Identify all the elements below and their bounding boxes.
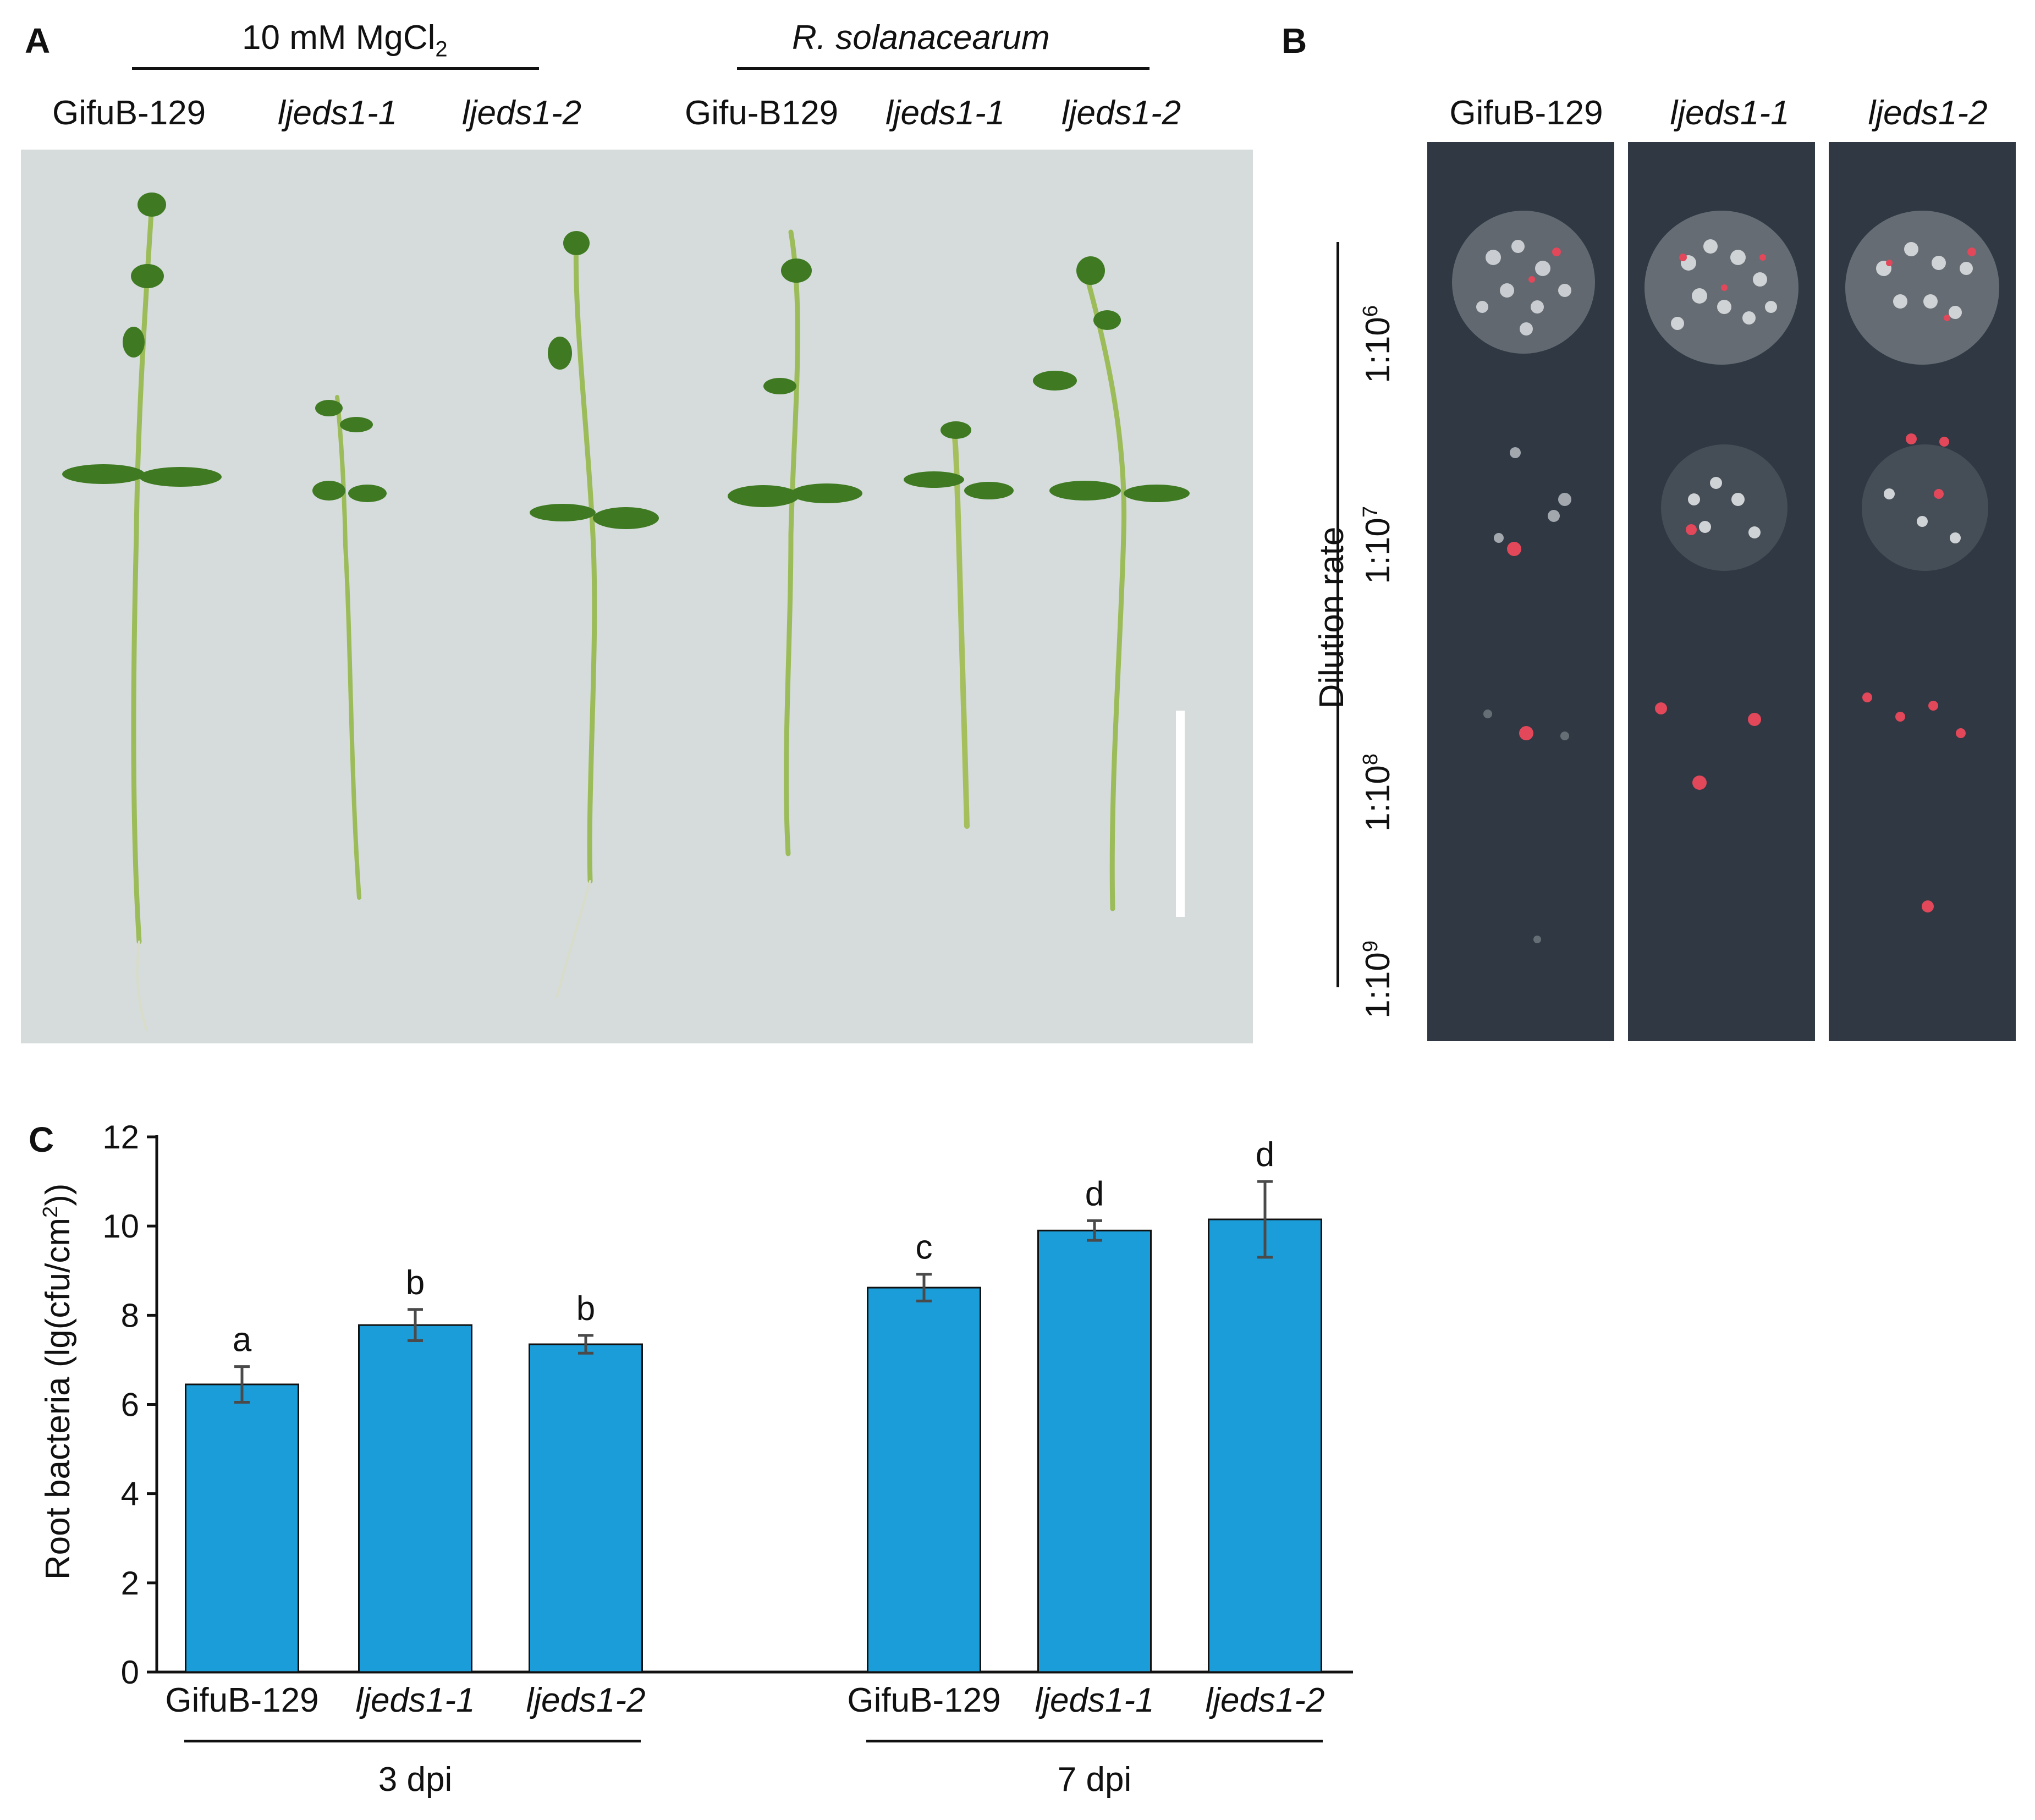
plate-strip-1-colonies [1452, 211, 1595, 943]
bar-4 [867, 1286, 981, 1673]
y-tick-label-6: 12 [102, 1119, 139, 1156]
category-label-5: ljeds1-1 [1035, 1681, 1154, 1719]
panel-a-label: A [25, 21, 51, 61]
panel-b-label: B [1282, 21, 1307, 61]
y-tick-label-0: 0 [121, 1654, 139, 1691]
genotype-label-a-4: Gifu-B129 [685, 94, 839, 132]
genotype-label-a-2: ljeds1-1 [278, 94, 398, 132]
category-label-4: GifuB-129 [847, 1681, 1000, 1719]
genotype-label-a-3: ljeds1-2 [462, 94, 582, 132]
significance-letter-4: c [916, 1229, 933, 1267]
group-label-3dpi: 3 dpi [378, 1761, 453, 1799]
bar-6 [1208, 1218, 1322, 1673]
category-label-3: ljeds1-2 [526, 1681, 645, 1719]
y-tick-label-2: 4 [121, 1476, 139, 1513]
genotype-label-a-6: ljeds1-2 [1062, 94, 1181, 132]
bar-5 [1037, 1229, 1152, 1673]
plate-strip-3-colonies [1845, 211, 1999, 912]
bar-1 [185, 1383, 299, 1673]
genotype-label-a-1: GifuB-129 [52, 94, 206, 132]
mgcl2-subscript: 2 [435, 37, 448, 62]
genotype-label-b-2: ljeds1-1 [1670, 94, 1790, 132]
significance-letter-5: d [1085, 1175, 1104, 1213]
bar-3 [529, 1343, 643, 1673]
category-label-1: GifuB-129 [165, 1681, 318, 1719]
group-label-mgcl2: 10 mM MgCl2 [242, 19, 448, 62]
genotype-label-a-5: ljeds1-1 [886, 94, 1005, 132]
significance-letter-6: d [1256, 1136, 1274, 1174]
category-label-2: ljeds1-1 [355, 1681, 475, 1719]
group-label-7dpi: 7 dpi [1057, 1761, 1132, 1799]
bar-2 [358, 1324, 472, 1673]
group-line-r-solanacearum [737, 67, 1150, 70]
group-label-r-solanacearum: R. solanacearum [792, 19, 1050, 57]
group-line-mgcl2 [132, 67, 539, 70]
group-label-mgcl2-text: 10 mM MgCl [242, 19, 436, 57]
category-label-6: ljeds1-2 [1205, 1681, 1324, 1719]
significance-letter-2: b [406, 1264, 425, 1302]
seedlings-illustration [62, 193, 1190, 1031]
significance-letter-3: b [576, 1290, 595, 1328]
panel-c-label: C [29, 1120, 54, 1159]
y-tick-label-4: 8 [121, 1297, 139, 1334]
plate-strip-1 [1427, 142, 1614, 1041]
significance-letter-1: a [233, 1321, 252, 1359]
plate-strip-2-colonies [1645, 211, 1799, 790]
plate-strip-3 [1829, 142, 2016, 1041]
scale-bar [1176, 711, 1185, 917]
seedlings-photo [21, 150, 1253, 1043]
genotype-label-b-1: GifuB-129 [1449, 94, 1603, 132]
y-tick-label-5: 10 [102, 1208, 139, 1245]
group-underline-7dpi [866, 1740, 1323, 1742]
group-underline-3dpi [184, 1740, 641, 1742]
y-tick-label-1: 2 [121, 1565, 139, 1602]
plate-strip-2 [1628, 142, 1815, 1041]
genotype-label-b-3: ljeds1-2 [1868, 94, 1988, 132]
y-tick-label-3: 6 [121, 1387, 139, 1423]
dilution-axis-line [1336, 242, 1339, 987]
